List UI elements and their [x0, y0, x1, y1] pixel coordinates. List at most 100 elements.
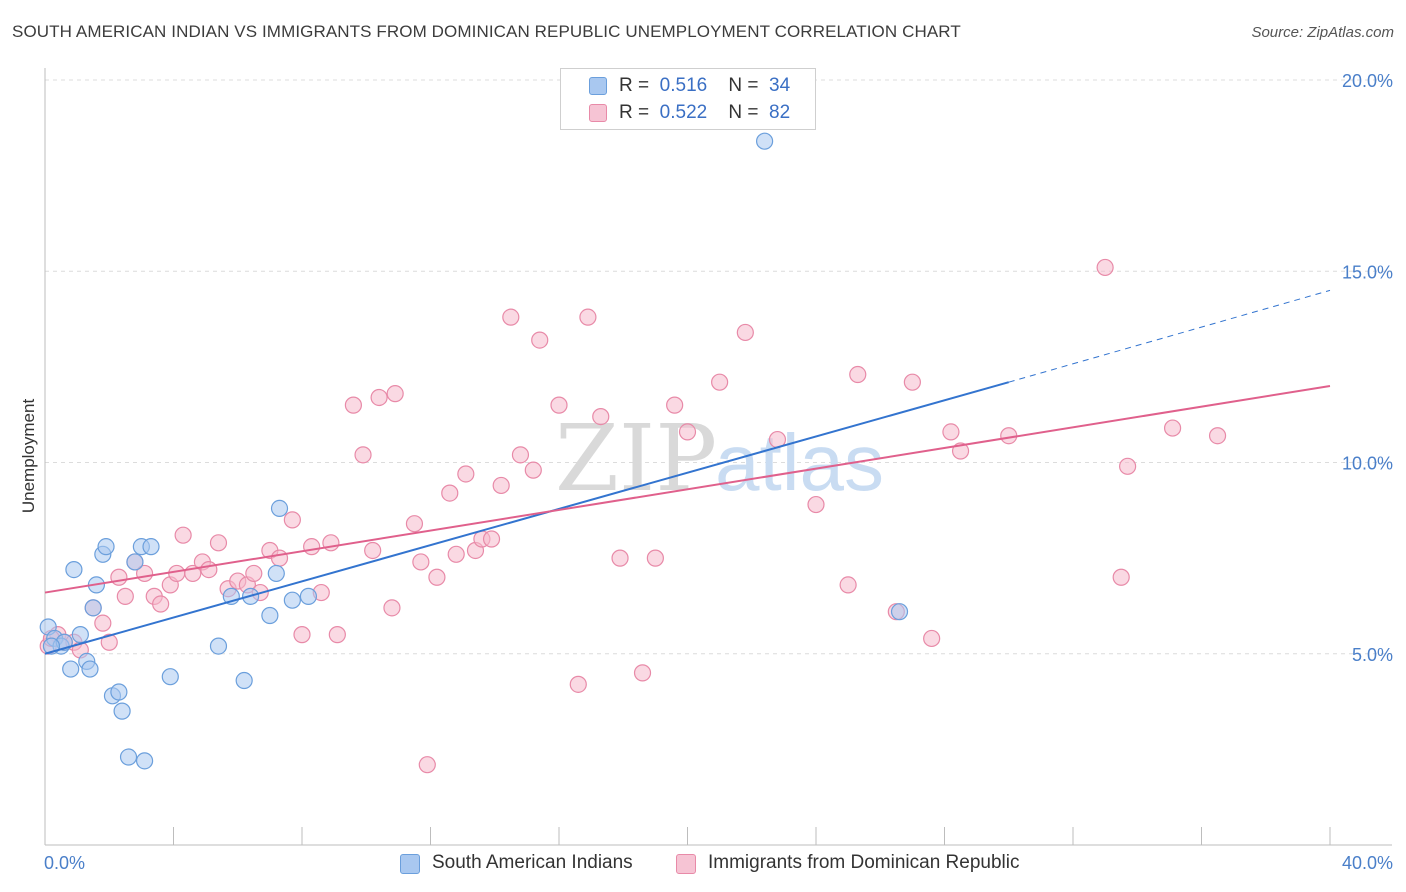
dominican-point	[666, 396, 684, 414]
south-american-point	[283, 591, 301, 609]
south-american-point	[62, 660, 80, 678]
correlation-legend: R = 0.516 N = 34 R = 0.522 N = 82	[560, 68, 816, 130]
dominican-point	[152, 595, 170, 613]
legend-r-value: 0.522	[659, 102, 708, 123]
y-tick-label: 5.0%	[1352, 645, 1393, 665]
dominican-point	[386, 385, 404, 403]
dominican-point	[592, 408, 610, 426]
dominican-point	[209, 534, 228, 552]
dominican-point	[1163, 419, 1182, 437]
dominican-point	[1119, 457, 1137, 475]
y-tick-label: 10.0%	[1342, 454, 1393, 474]
dominican-point	[200, 560, 218, 579]
dominican-point	[383, 599, 401, 617]
south-american-point	[270, 499, 289, 517]
dominican-point	[711, 373, 729, 391]
dominican-point	[482, 530, 501, 548]
south-american-point	[161, 668, 179, 686]
grid-lines	[45, 79, 1392, 655]
x-tick-label: 0.0%	[44, 853, 85, 873]
dominican-point	[412, 553, 430, 571]
south-american-point	[755, 132, 774, 150]
source-label: Source: ZipAtlas.com	[1251, 24, 1394, 41]
dominican-point	[524, 461, 542, 479]
dominican-point	[303, 538, 321, 556]
south-american-point	[71, 626, 89, 644]
south-american-point	[110, 683, 128, 701]
dominican-point	[94, 614, 112, 632]
legend-n-value: 34	[769, 75, 791, 96]
dominican-point	[807, 495, 825, 514]
dominican-point	[447, 545, 465, 563]
y-tick-label: 15.0%	[1342, 262, 1393, 282]
dominican-point	[839, 576, 857, 594]
dominican-point	[1112, 568, 1130, 586]
south-american-point	[267, 564, 285, 583]
bottom-legend-swatch-pink	[676, 854, 696, 874]
dominican-point	[370, 388, 388, 407]
south-american-point	[84, 599, 102, 617]
tick-labels: 5.0% 10.0% 15.0% 20.0% 0.0% 40.0%	[44, 71, 1393, 873]
trendline-south-american-extension	[1008, 289, 1331, 383]
dominican-point	[849, 365, 867, 384]
dominican-point	[502, 308, 520, 326]
dominican-point	[364, 541, 382, 560]
dominican-point	[569, 675, 587, 693]
south-american-point	[299, 587, 318, 605]
bottom-legend-label: Immigrants from Dominican Republic	[708, 852, 1020, 873]
dominican-point	[678, 423, 697, 441]
dominican-point	[418, 756, 436, 774]
dominican-point	[633, 664, 652, 682]
dominican-point	[457, 465, 475, 483]
south-american-point	[113, 702, 131, 720]
dominican-point	[1208, 427, 1227, 445]
legend-n-label: N =	[728, 75, 759, 96]
dominican-point	[550, 396, 568, 414]
series-dominican-points	[39, 258, 1227, 774]
dominican-point	[646, 549, 664, 567]
legend-n-label: N =	[728, 102, 759, 123]
dominican-point	[611, 549, 629, 567]
dominican-point	[1096, 258, 1114, 277]
dominican-point	[579, 308, 597, 326]
south-american-point	[119, 748, 138, 766]
dominican-point	[328, 626, 346, 644]
dominican-point	[270, 549, 289, 567]
dominican-point	[110, 568, 128, 586]
dominican-point	[245, 564, 263, 583]
south-american-point	[135, 752, 154, 770]
dominican-point	[441, 484, 459, 502]
south-american-point	[65, 560, 83, 579]
bottom-legend-swatch-blue	[400, 854, 420, 874]
x-tick-label: 40.0%	[1342, 853, 1393, 873]
dominican-point	[511, 446, 530, 464]
south-american-point	[97, 538, 115, 556]
axes	[44, 68, 1392, 846]
chart-title: SOUTH AMERICAN INDIAN VS IMMIGRANTS FROM…	[12, 22, 961, 41]
dominican-point	[344, 396, 362, 414]
dominican-point	[354, 446, 372, 464]
legend-r-label: R =	[619, 102, 650, 123]
dominican-point	[168, 564, 186, 583]
trendline-dominican	[44, 385, 1331, 594]
dominican-point	[283, 511, 301, 529]
dominican-point	[736, 323, 754, 342]
dominican-point	[903, 373, 921, 391]
south-american-point	[142, 538, 160, 556]
dominican-point	[116, 587, 134, 605]
bottom-legend-label: South American Indians	[432, 852, 633, 873]
south-american-point	[209, 637, 228, 655]
dominican-point	[492, 476, 510, 495]
dominican-point	[174, 526, 192, 544]
dominican-point	[923, 629, 941, 648]
watermark-zip: ZIP	[555, 405, 717, 512]
dominican-point	[428, 568, 446, 586]
dominican-point	[405, 515, 424, 533]
south-american-point	[261, 606, 279, 625]
legend-swatch-pink	[589, 104, 607, 122]
legend-r-label: R =	[619, 75, 650, 96]
y-axis-label: Unemployment	[19, 399, 38, 514]
dominican-point	[531, 331, 549, 349]
y-tick-label: 20.0%	[1342, 71, 1393, 91]
dominican-point	[942, 423, 960, 441]
